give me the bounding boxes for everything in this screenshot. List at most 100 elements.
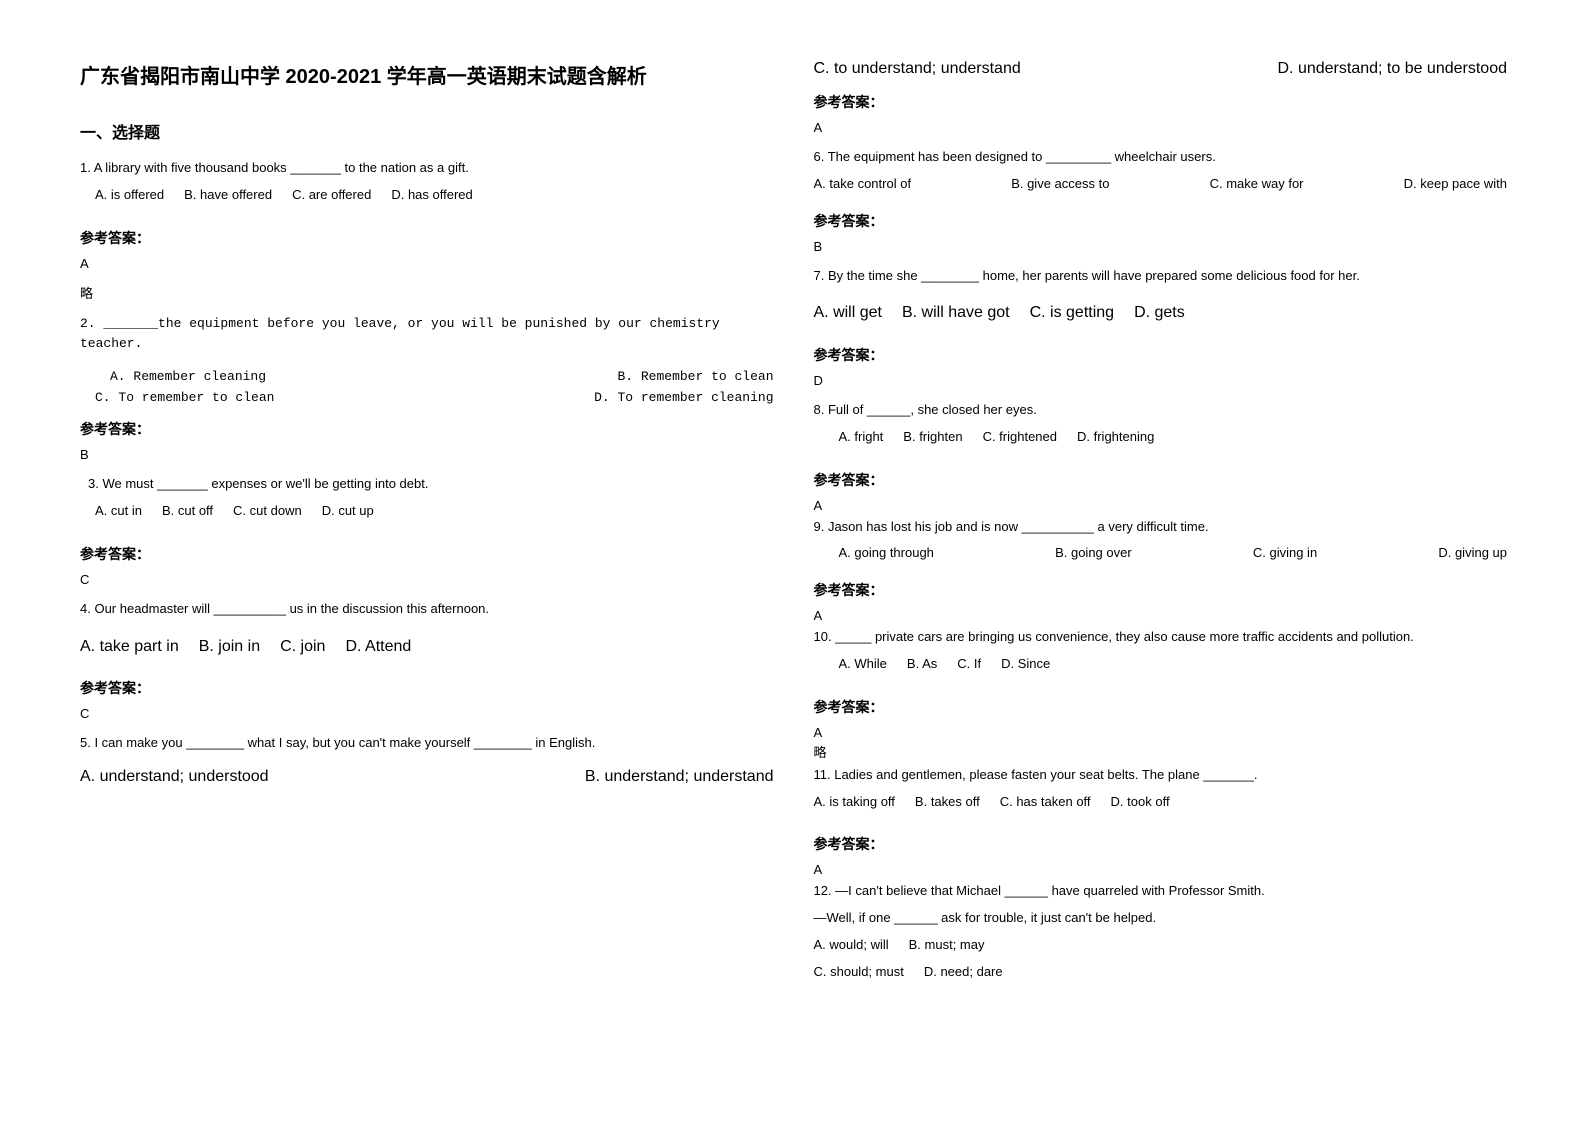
option-d: D. Attend (345, 634, 411, 660)
left-column: 广东省揭阳市南山中学 2020-2021 学年高一英语期末试题含解析 一、选择题… (80, 60, 774, 1062)
answer-label: 参考答案： (80, 228, 774, 248)
question-text: 3. We must _______ expenses or we'll be … (88, 474, 774, 495)
option-c: C. should; must (814, 962, 904, 983)
option-a: A. going through (839, 543, 934, 564)
right-column: C. to understand; understand D. understa… (814, 60, 1508, 1062)
option-b: B. must; may (909, 935, 985, 956)
answer-value: A (814, 498, 1508, 513)
question-text: 10. _____ private cars are bringing us c… (814, 627, 1508, 648)
answer-label: 参考答案： (814, 92, 1508, 112)
answer-label: 参考答案： (80, 678, 774, 698)
option-a: A. take part in (80, 634, 179, 660)
option-c: C. To remember to clean (95, 390, 274, 405)
answer-value: A (814, 608, 1508, 623)
option-c: C. cut down (233, 501, 302, 522)
option-c: C. giving in (1253, 543, 1317, 564)
question-options-row: C. to understand; understand D. understa… (814, 60, 1508, 78)
question-text: 9. Jason has lost his job and is now ___… (814, 517, 1508, 538)
answer-value: A (80, 256, 774, 271)
option-c: C. is getting (1030, 300, 1114, 326)
answer-value: A (814, 120, 1508, 135)
option-a: A. fright (839, 427, 884, 448)
question-text: 4. Our headmaster will __________ us in … (80, 599, 774, 620)
option-b: B. takes off (915, 792, 980, 813)
question-text-line2: —Well, if one ______ ask for trouble, it… (814, 908, 1508, 929)
question-text: 8. Full of ______, she closed her eyes. (814, 400, 1508, 421)
question-text: 7. By the time she ________ home, her pa… (814, 266, 1508, 287)
option-a: A. is offered (95, 185, 164, 206)
option-c: C. If (957, 654, 981, 675)
question-9: 9. Jason has lost his job and is now ___… (814, 517, 1508, 565)
option-a: A. take control of (814, 174, 912, 195)
option-a: A. While (839, 654, 887, 675)
question-options: A. is taking off B. takes off C. has tak… (814, 792, 1508, 813)
option-b: B. give access to (1011, 174, 1109, 195)
answer-label: 参考答案： (814, 580, 1508, 600)
answer-value: A (814, 725, 1508, 740)
question-options-row: A. understand; understood B. understand;… (80, 768, 774, 786)
question-text-line1: 12. —I can't believe that Michael ______… (814, 881, 1508, 902)
answer-label: 参考答案： (80, 419, 774, 439)
option-b: B. join in (199, 634, 260, 660)
question-11: 11. Ladies and gentlemen, please fasten … (814, 765, 1508, 819)
question-options-row: A. would; will B. must; may (814, 935, 1508, 956)
option-b: B. will have got (902, 300, 1010, 326)
question-options: A. cut in B. cut off C. cut down D. cut … (95, 501, 774, 522)
option-a: A. is taking off (814, 792, 895, 813)
option-b: B. have offered (184, 185, 272, 206)
option-c: C. make way for (1210, 174, 1304, 195)
answer-value: D (814, 373, 1508, 388)
option-d: D. cut up (322, 501, 374, 522)
option-d: D. giving up (1438, 543, 1507, 564)
option-d: D. took off (1111, 792, 1170, 813)
option-b: B. going over (1055, 543, 1132, 564)
section-header: 一、选择题 (80, 119, 774, 143)
question-4: 4. Our headmaster will __________ us in … (80, 599, 774, 626)
question-options: A. take control of B. give access to C. … (814, 174, 1508, 195)
option-d: D. understand; to be understood (1278, 60, 1508, 78)
option-b: B. Remember to clean (617, 369, 773, 384)
question-text: 2. _______the equipment before you leave… (80, 314, 774, 356)
answer-label: 参考答案： (814, 211, 1508, 231)
question-options-row: C. should; must D. need; dare (814, 962, 1508, 983)
question-10: 10. _____ private cars are bringing us c… (814, 627, 1508, 681)
answer-label: 参考答案： (814, 345, 1508, 365)
question-options: A. is offered B. have offered C. are off… (95, 185, 774, 206)
question-options: A. take part in B. join in C. join D. At… (80, 634, 774, 660)
question-options: A. While B. As C. If D. Since (839, 654, 1508, 675)
question-8: 8. Full of ______, she closed her eyes. … (814, 400, 1508, 454)
answer-value: B (814, 239, 1508, 254)
answer-label: 参考答案： (80, 544, 774, 564)
answer-value: C (80, 572, 774, 587)
answer-label: 参考答案： (814, 470, 1508, 490)
option-a: A. will get (814, 300, 882, 326)
question-options: A. going through B. going over C. giving… (839, 543, 1508, 564)
option-d: D. To remember cleaning (594, 390, 773, 405)
question-5: 5. I can make you ________ what I say, b… (80, 733, 774, 760)
option-d: D. frightening (1077, 427, 1154, 448)
answer-value: B (80, 447, 774, 462)
option-a: A. would; will (814, 935, 889, 956)
note-omit: 略 (80, 283, 774, 302)
question-text: 5. I can make you ________ what I say, b… (80, 733, 774, 754)
option-d: D. Since (1001, 654, 1050, 675)
question-1: 1. A library with five thousand books __… (80, 158, 774, 212)
option-d: D. gets (1134, 300, 1185, 326)
option-c: C. has taken off (1000, 792, 1091, 813)
option-a: A. understand; understood (80, 768, 269, 786)
option-d: D. need; dare (924, 962, 1003, 983)
question-6: 6. The equipment has been designed to __… (814, 147, 1508, 195)
option-d: D. has offered (391, 185, 472, 206)
option-c: C. join (280, 634, 325, 660)
option-c: C. to understand; understand (814, 60, 1021, 78)
question-options-row: A. Remember cleaning B. Remember to clea… (110, 369, 774, 384)
option-c: C. frightened (983, 427, 1057, 448)
question-options: A. fright B. frighten C. frightened D. f… (839, 427, 1508, 448)
answer-value: A (814, 862, 1508, 877)
option-d: D. keep pace with (1404, 174, 1507, 195)
question-text: 1. A library with five thousand books __… (80, 158, 774, 179)
question-3: 3. We must _______ expenses or we'll be … (80, 474, 774, 528)
question-options: A. will get B. will have got C. is getti… (814, 300, 1508, 326)
answer-value: C (80, 706, 774, 721)
option-b: B. As (907, 654, 937, 675)
